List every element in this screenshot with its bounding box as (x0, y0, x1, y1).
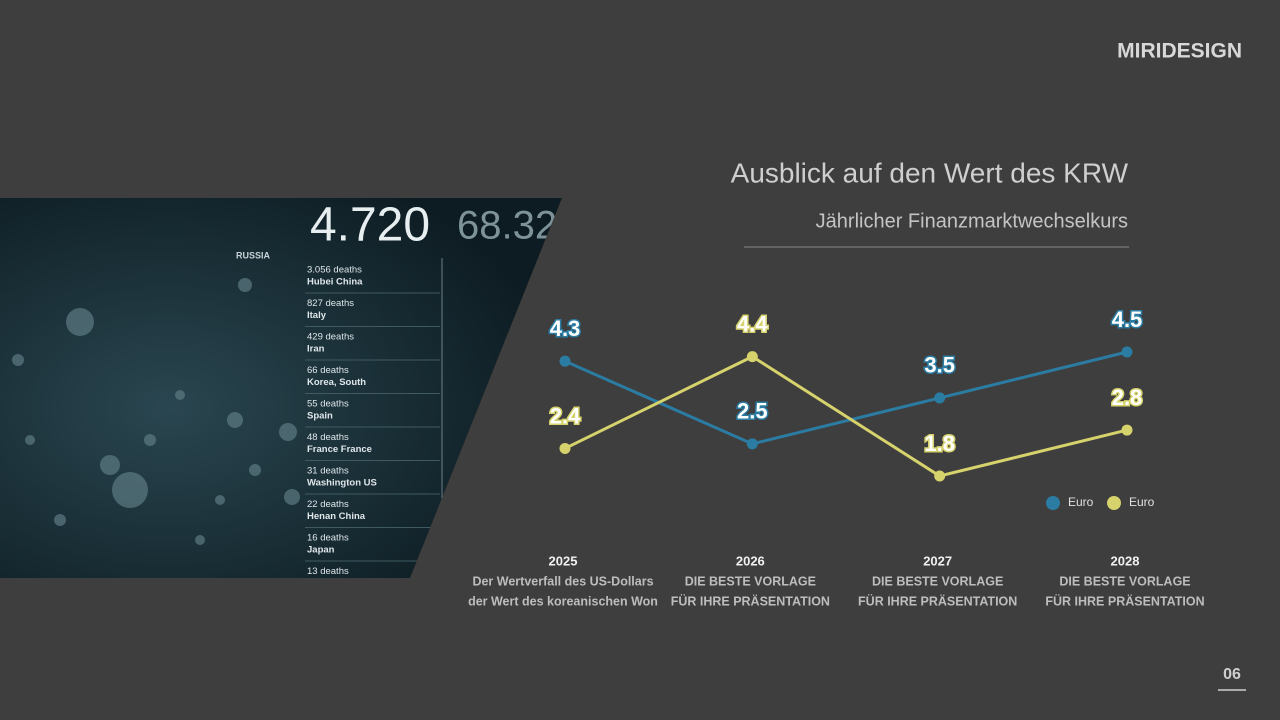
legend-swatch (1107, 496, 1121, 510)
photo-list-text: 429 deaths (307, 332, 354, 343)
data-point (934, 392, 946, 404)
data-point (746, 438, 758, 450)
x-tick-label: 2026 (736, 553, 765, 568)
data-label: 2.8 (1112, 385, 1143, 410)
category-note: DIE BESTE VORLAGE (1059, 574, 1190, 588)
data-point (1121, 346, 1133, 358)
category-note: DIE BESTE VORLAGE (685, 574, 816, 588)
photo-list-text: Washington US (307, 478, 377, 489)
x-tick-label: 2028 (1111, 553, 1140, 568)
data-point (934, 470, 946, 482)
photo-list-text: 55 deaths (307, 399, 349, 410)
photo-country: RUSSIA (236, 250, 271, 260)
photo-list-text: France France (307, 444, 372, 455)
x-tick-label: 2027 (923, 553, 952, 568)
photo-list-text: 66 deaths (307, 365, 349, 376)
photo-list-text: Japan (307, 545, 335, 556)
photo-list-text: Korea, South (307, 377, 366, 388)
photo-list-text: 13 deaths (307, 566, 349, 577)
category-note: Der Wertverfall des US-Dollars (472, 574, 653, 588)
photo-list-text: 22 deaths (307, 499, 349, 510)
x-tick-label: 2025 (549, 553, 578, 568)
category-note: FÜR IHRE PRÄSENTATION (671, 593, 830, 608)
legend-label: Euro (1129, 495, 1155, 509)
chart-subtitle: Jährlicher Finanzmarktwechselkurs (816, 210, 1128, 232)
category-note: FÜR IHRE PRÄSENTATION (1045, 593, 1204, 608)
data-point (746, 351, 758, 363)
data-label: 4.5 (1112, 307, 1143, 332)
photo-list-text: 3.056 deaths (307, 265, 362, 276)
data-point (1121, 424, 1133, 436)
data-point (559, 355, 571, 367)
data-label: 1.8 (924, 431, 955, 456)
chart: 4.3 2.5 3.5 4.5 2.4 4.4 1.8 2.8 2025 Der Wertverf… (468, 305, 1205, 608)
category-note: der Wert des koreanischen Won (468, 594, 658, 608)
series-line (564, 354, 1128, 478)
legend-label: Euro (1068, 495, 1094, 509)
data-label: 4.3 (550, 316, 581, 341)
map-dots (12, 278, 300, 545)
photo-list-text: 16 deaths (307, 533, 349, 544)
page-number: 06 (1223, 666, 1241, 683)
photo-list-text: Spain (307, 411, 333, 422)
photo-list-text: Iran (307, 344, 325, 355)
brand: MIRIDESIGN (1117, 40, 1242, 63)
data-point (559, 442, 571, 454)
photo-secondary: 68.324 (457, 204, 579, 248)
category-note: DIE BESTE VORLAGE (872, 574, 1003, 588)
photo-list-text: Henan China (307, 511, 366, 522)
photo-list-text: Italy (307, 310, 327, 321)
data-label: 2.5 (737, 399, 768, 424)
photo-list-text: 31 deaths (307, 466, 349, 477)
data-label: 2.4 (550, 403, 581, 428)
photo-list-text: Hubei China (307, 277, 363, 288)
chart-title: Ausblick auf den Wert des KRW (731, 157, 1129, 188)
legend-swatch (1046, 496, 1060, 510)
photo-list-text: 48 deaths (307, 432, 349, 443)
photo-headline: 4.720 (310, 199, 430, 252)
data-label: 4.4 (737, 311, 768, 336)
photo-list-text: 827 deaths (307, 298, 354, 309)
category-note: FÜR IHRE PRÄSENTATION (858, 593, 1017, 608)
data-label: 3.5 (924, 353, 955, 378)
